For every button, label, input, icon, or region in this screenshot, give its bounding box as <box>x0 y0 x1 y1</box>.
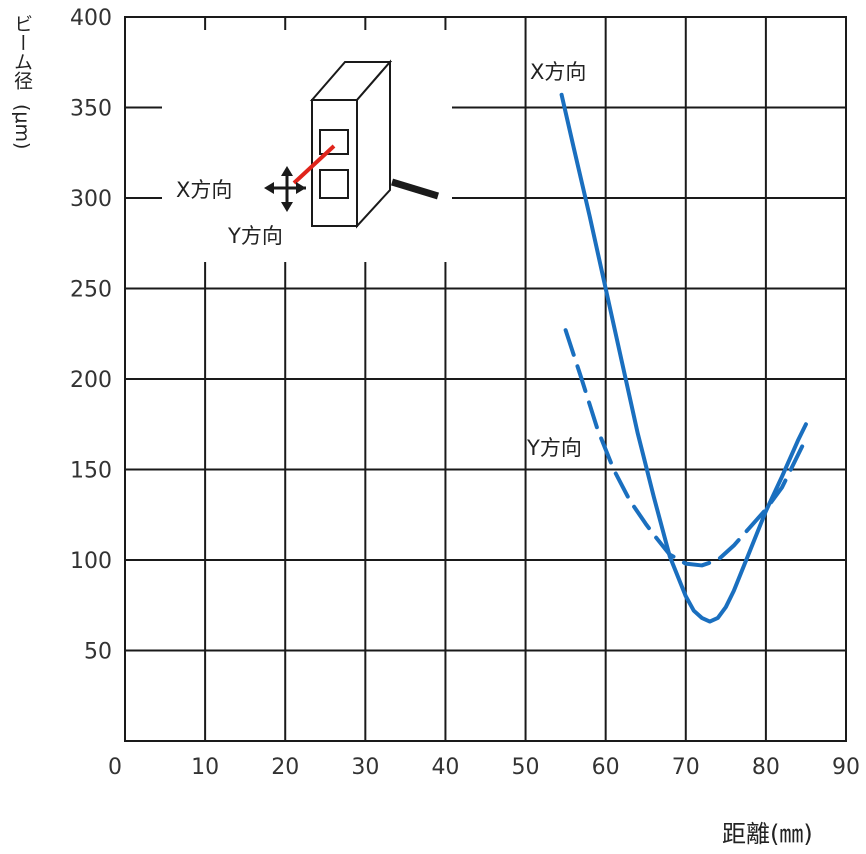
y-tick-label-400: 400 <box>70 6 112 31</box>
x-tick-label-70: 70 <box>672 755 700 780</box>
y-tick-label-150: 150 <box>70 459 112 484</box>
x-tick-label-90: 90 <box>832 755 860 780</box>
x-arrowhead-left <box>264 182 274 194</box>
y-tick-label-250: 250 <box>70 278 112 303</box>
y-tick-label-300: 300 <box>70 187 112 212</box>
x-tick-label-40: 40 <box>431 755 459 780</box>
series-line-x-direction <box>559 92 808 624</box>
y-axis-unit: (μm) <box>11 104 33 149</box>
sensor-window-lower <box>319 169 349 199</box>
laser-beam <box>292 144 336 185</box>
sensor-window-upper <box>319 129 349 155</box>
x-tick-label-80: 80 <box>752 755 780 780</box>
y-axis-title: ビーム径 <box>11 14 33 90</box>
inset-y-direction-label: Y方向 <box>227 224 283 248</box>
y-tick-label-50: 50 <box>84 640 112 665</box>
inset-background <box>162 30 452 262</box>
x-tick-label-20: 20 <box>271 755 299 780</box>
y-arrowhead-down <box>281 202 293 212</box>
x-tick-label-0: 0 <box>108 755 122 780</box>
x-arrowhead-right <box>296 182 306 194</box>
sensor-cable <box>390 178 440 200</box>
series-layer <box>559 92 808 624</box>
y-tick-label-200: 200 <box>70 368 112 393</box>
y-direction-curve-label: Y方向 <box>526 436 582 460</box>
x-tick-label-50: 50 <box>512 755 540 780</box>
x-tick-label-60: 60 <box>592 755 620 780</box>
y-tick-label-100: 100 <box>70 549 112 574</box>
x-tick-label-30: 30 <box>351 755 379 780</box>
x-tick-label-10: 10 <box>191 755 219 780</box>
x-direction-curve-label: X方向 <box>530 60 586 84</box>
y-tick-label-350: 350 <box>70 97 112 122</box>
x-axis-title: 距離(㎜) <box>722 820 813 848</box>
tick-labels: 0 10 20 30 40 50 60 70 80 90 50 100 150 200 250 300 350 4… <box>70 6 860 780</box>
sensor-front-face <box>311 99 358 227</box>
sensor-illustration: X方向 Y方向 <box>176 59 440 248</box>
series-line-y-direction <box>563 328 808 568</box>
inset-x-direction-label: X方向 <box>176 178 232 202</box>
y-arrowhead-up <box>281 166 293 176</box>
